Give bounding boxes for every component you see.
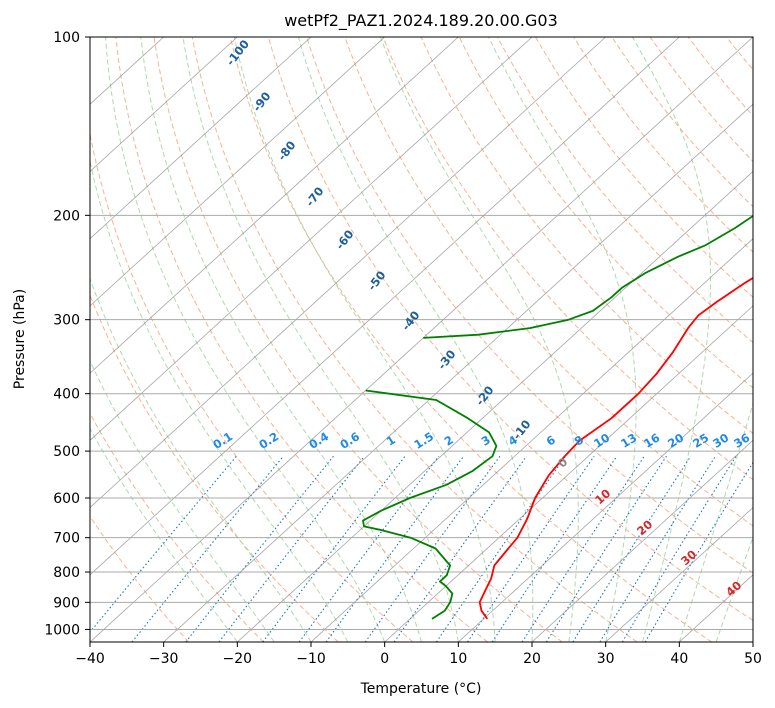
x-tick-label: 40 bbox=[670, 651, 688, 667]
y-tick-label: 900 bbox=[53, 595, 80, 611]
isotherm-line bbox=[384, 305, 753, 642]
x-tick-label: −30 bbox=[149, 651, 179, 667]
mixing-ratio-line bbox=[364, 455, 501, 642]
isotherm-line bbox=[531, 439, 753, 642]
moist-adiabat bbox=[233, 37, 496, 642]
isotherm-line bbox=[90, 37, 312, 240]
moist-adiabat bbox=[380, 37, 579, 642]
isotherm-line bbox=[90, 37, 238, 172]
isotherm-line bbox=[90, 37, 459, 374]
mixing-ratio-line bbox=[467, 455, 595, 642]
moist-adiabat bbox=[90, 158, 349, 642]
dry-adiabat bbox=[496, 37, 753, 344]
moist-adiabat bbox=[297, 37, 534, 642]
chart-title: wetPf2_PAZ1.2024.189.20.00.G03 bbox=[284, 11, 558, 31]
axis-ticks: −40 −30 −20 −10 0 10 20 30 40 50 100 200 300 400 500 60… bbox=[44, 30, 762, 667]
isotherm-line bbox=[458, 372, 753, 642]
y-tick-label: 700 bbox=[53, 531, 80, 547]
moist-adiabat bbox=[488, 37, 637, 642]
dry-adiabat bbox=[153, 37, 563, 642]
y-axis-label: Pressure (hPa) bbox=[12, 289, 28, 389]
profile-line-3 bbox=[423, 214, 753, 339]
moist-adiabat bbox=[90, 427, 238, 642]
dry-adiabat bbox=[420, 37, 753, 435]
dry-adiabat bbox=[191, 37, 638, 642]
profile-line-2 bbox=[362, 389, 498, 620]
isotherm-line bbox=[237, 170, 753, 642]
x-tick-label: 0 bbox=[380, 651, 389, 667]
dry-adiabat bbox=[306, 37, 753, 574]
isotherm-line bbox=[90, 37, 680, 576]
profile-line-1 bbox=[478, 276, 753, 620]
dry-adiabat bbox=[535, 37, 753, 298]
moist-adiabat bbox=[632, 37, 711, 642]
y-tick-label: 400 bbox=[53, 387, 80, 403]
mixing-ratio-line bbox=[298, 455, 440, 642]
x-tick-label: −40 bbox=[75, 651, 105, 667]
y-tick-label: 600 bbox=[53, 491, 80, 507]
dry-adiabat bbox=[115, 37, 488, 642]
isotherm-line bbox=[90, 37, 753, 642]
x-tick-label: −10 bbox=[296, 651, 326, 667]
mixing-ratio-line bbox=[644, 461, 753, 642]
isotherm-line bbox=[90, 37, 606, 509]
isotherm-line bbox=[310, 238, 753, 642]
dry-adiabat bbox=[765, 37, 775, 642]
x-tick-label: 10 bbox=[449, 651, 467, 667]
moist-adiabat bbox=[140, 37, 422, 642]
dry-adiabat bbox=[268, 37, 753, 622]
x-tick-label: −20 bbox=[223, 651, 253, 667]
isotherm-line bbox=[90, 37, 533, 441]
x-tick-label: 50 bbox=[744, 651, 762, 667]
x-tick-label: 30 bbox=[597, 651, 615, 667]
mixing-ratio-line bbox=[435, 455, 567, 642]
x-axis-label: Temperature (°C) bbox=[360, 681, 482, 697]
plot-frame bbox=[89, 36, 754, 643]
moist-adiabat bbox=[182, 37, 459, 642]
y-tick-label: 200 bbox=[53, 208, 80, 224]
isotherm-line bbox=[605, 507, 753, 642]
dry-adiabat bbox=[229, 37, 712, 642]
mixing-ratio-line bbox=[325, 455, 465, 642]
grid-lines bbox=[90, 37, 775, 642]
mixing-ratio-line bbox=[185, 455, 334, 642]
y-tick-label: 800 bbox=[53, 565, 80, 581]
isotherm-line bbox=[163, 103, 753, 642]
x-tick-label: 20 bbox=[523, 651, 541, 667]
sounding-profiles bbox=[362, 214, 753, 620]
moist-adiabat bbox=[715, 535, 753, 642]
mixing-ratio-line bbox=[218, 455, 365, 642]
isotherm-line bbox=[90, 37, 385, 307]
y-tick-label: 1000 bbox=[44, 622, 80, 638]
dry-adiabat bbox=[382, 37, 753, 481]
isotherm-line bbox=[752, 641, 753, 642]
y-tick-label: 500 bbox=[53, 444, 80, 460]
y-tick-label: 300 bbox=[53, 313, 80, 329]
y-tick-label: 100 bbox=[53, 30, 80, 46]
moist-adiabat bbox=[90, 359, 275, 642]
dry-adiabat bbox=[90, 412, 264, 642]
moist-adiabat bbox=[678, 401, 753, 642]
